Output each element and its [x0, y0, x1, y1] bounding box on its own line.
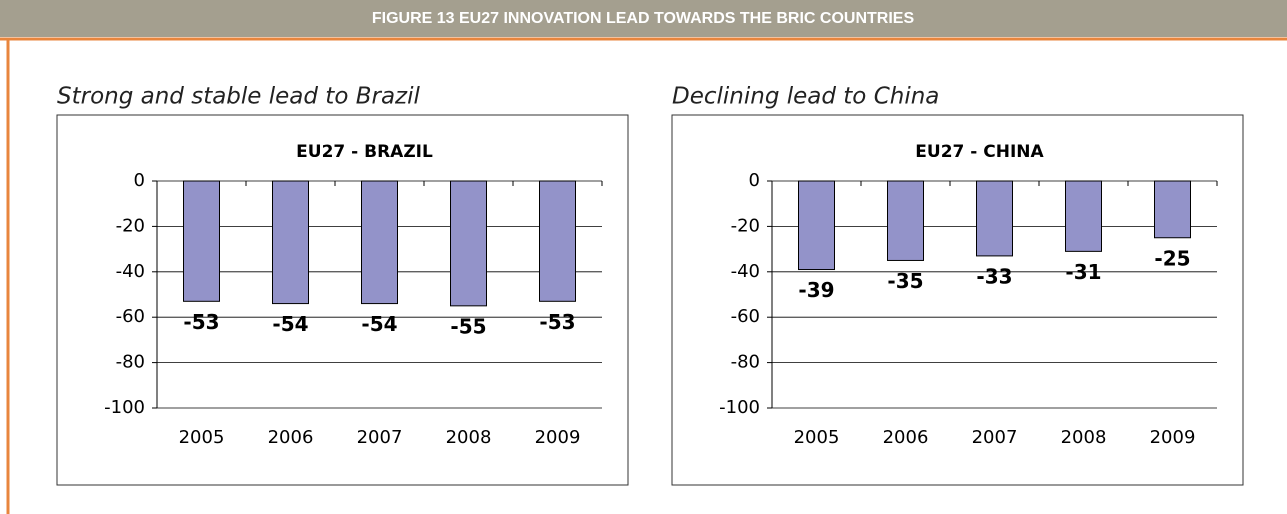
y-tick-label: -60 — [731, 306, 760, 327]
x-tick-label: 2008 — [1061, 427, 1107, 448]
y-tick-label: -20 — [731, 215, 760, 236]
chart-frame — [56, 114, 629, 486]
y-tick-label: -40 — [731, 261, 760, 282]
chart-subtitle: Declining lead to China — [672, 84, 939, 110]
x-tick-label: 2007 — [972, 427, 1018, 448]
bar — [539, 180, 576, 302]
y-tick-label: -60 — [116, 306, 145, 327]
data-label: -54 — [272, 312, 308, 336]
bar — [1065, 180, 1102, 252]
figure-title: FIGURE 13 EU27 INNOVATION LEAD TOWARDS T… — [372, 10, 915, 27]
y-tick-label: -20 — [116, 215, 145, 236]
data-label: -53 — [183, 310, 219, 334]
header-band — [0, 0, 1287, 37]
y-tick-label: -100 — [104, 397, 145, 418]
y-tick-label: -100 — [719, 397, 760, 418]
chart-title: EU27 - BRAZIL — [296, 142, 433, 162]
y-tick-label: -80 — [731, 352, 760, 373]
bar — [976, 180, 1013, 257]
x-tick-label: 2005 — [794, 427, 840, 448]
x-tick-label: 2009 — [535, 427, 581, 448]
x-tick-label: 2008 — [446, 427, 492, 448]
data-label: -54 — [361, 312, 397, 336]
bar — [183, 180, 220, 302]
data-label: -39 — [798, 278, 834, 302]
y-tick-label: -80 — [116, 352, 145, 373]
chart-title: EU27 - CHINA — [915, 142, 1044, 162]
data-label: -53 — [539, 310, 575, 334]
data-label: -33 — [976, 264, 1012, 288]
bar — [361, 180, 398, 305]
x-tick-label: 2005 — [179, 427, 225, 448]
x-tick-label: 2009 — [1150, 427, 1196, 448]
data-label: -31 — [1065, 260, 1101, 284]
data-label: -55 — [450, 314, 486, 338]
chart-frame — [671, 114, 1244, 486]
x-tick-label: 2007 — [357, 427, 403, 448]
x-tick-label: 2006 — [883, 427, 929, 448]
bar — [887, 180, 924, 261]
y-tick-label: 0 — [749, 170, 760, 191]
x-tick-label: 2006 — [268, 427, 314, 448]
bar — [1154, 180, 1191, 239]
bar — [450, 180, 487, 307]
y-tick-label: -40 — [116, 261, 145, 282]
data-label: -35 — [887, 269, 923, 293]
y-tick-label: 0 — [134, 170, 145, 191]
bar — [798, 180, 835, 271]
chart-subtitle: Strong and stable lead to Brazil — [57, 84, 421, 110]
bar — [272, 180, 309, 305]
data-label: -25 — [1154, 246, 1190, 270]
